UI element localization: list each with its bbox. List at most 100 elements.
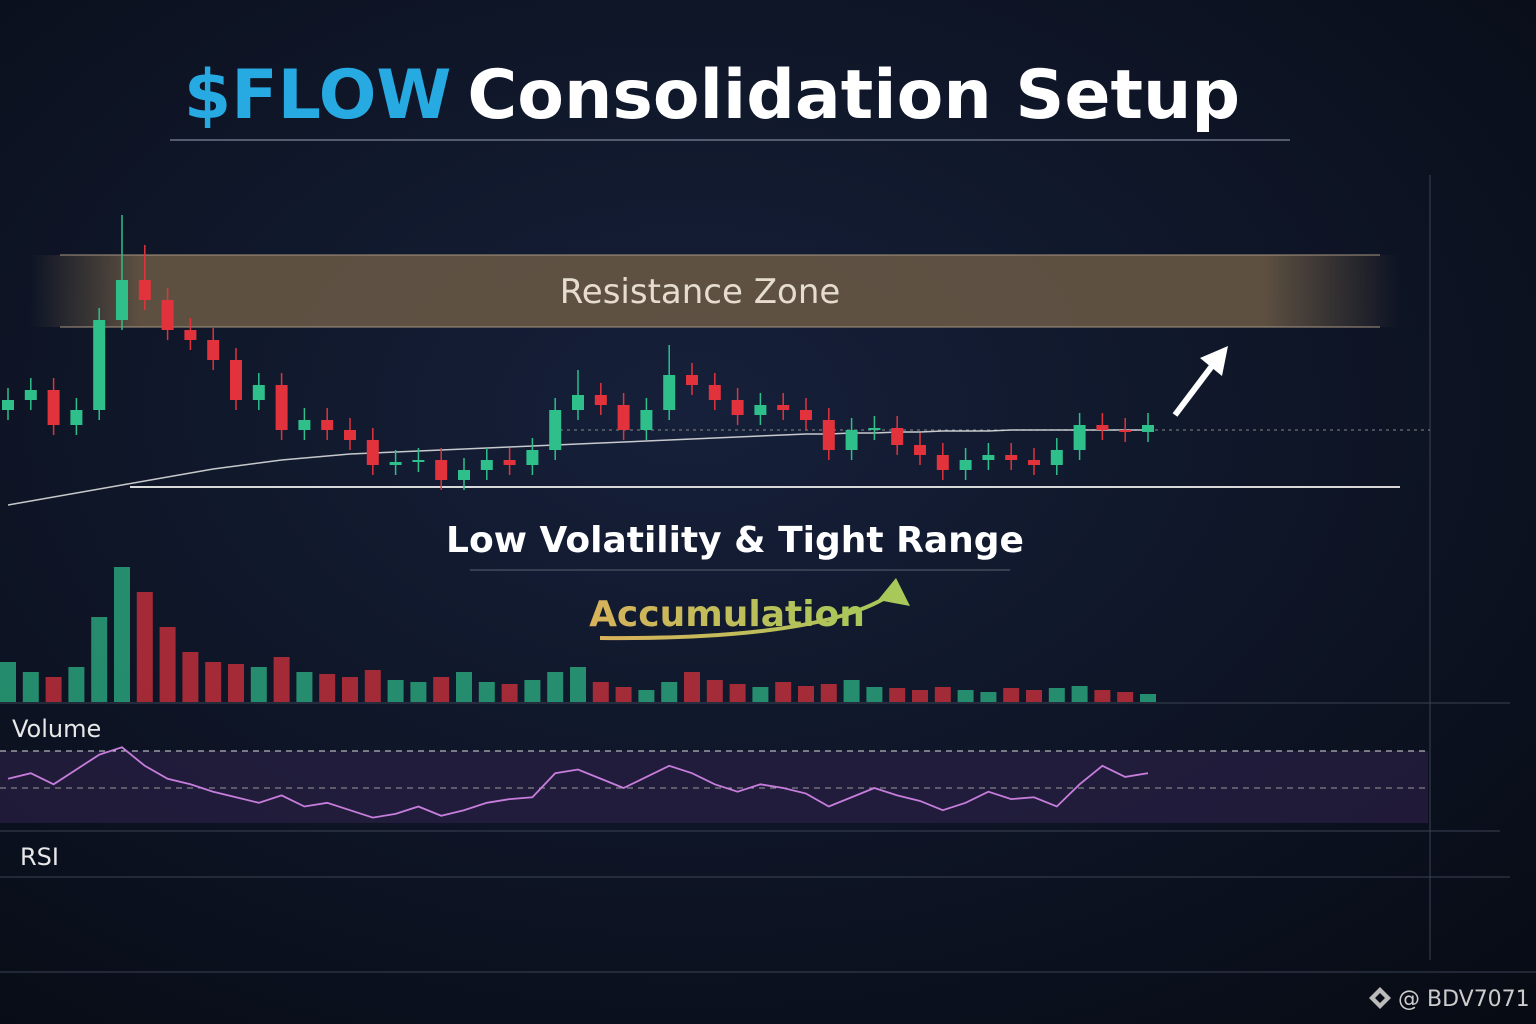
candle-body: [275, 385, 288, 430]
volume-bar: [524, 680, 541, 702]
volume-bar: [775, 682, 792, 702]
range-label: Low Volatility & Tight Range: [446, 520, 1024, 561]
candle-body: [70, 410, 83, 425]
volume-label: Volume: [12, 715, 101, 743]
volume-bar: [934, 687, 951, 702]
candle-body: [686, 375, 698, 385]
volume-bar: [205, 662, 222, 702]
volume-bar: [159, 627, 176, 702]
volume-bar: [843, 680, 860, 702]
volume-bar: [820, 684, 837, 702]
volume-bar: [91, 617, 108, 702]
watermark: @ BDV7071: [1398, 987, 1530, 1012]
candle-body: [526, 450, 539, 465]
volume-bar: [22, 672, 39, 702]
volume-bar: [250, 667, 267, 702]
candle-body: [321, 420, 334, 430]
candle-body: [640, 410, 653, 430]
candle-body: [116, 280, 128, 320]
candle-body: [549, 410, 562, 450]
volume-bar: [136, 592, 153, 702]
volume-bar: [364, 670, 381, 702]
volume-bar: [615, 687, 632, 702]
breakout-arrow: [1172, 356, 1221, 417]
breakout-arrowhead: [1200, 346, 1228, 376]
accumulation-arrowhead: [878, 578, 910, 606]
volume-bar: [684, 672, 700, 702]
candle-body: [93, 320, 106, 410]
candle-body: [708, 385, 721, 400]
candle-body: [731, 400, 744, 415]
volume-bar: [296, 672, 313, 702]
rsi-line: [7, 746, 1149, 819]
candle-body: [389, 462, 402, 465]
volume-bar: [456, 672, 472, 702]
moving-average: [7, 429, 1148, 506]
volume-bar: [1140, 694, 1156, 702]
volume-bar: [342, 677, 358, 702]
volume-bar: [592, 682, 609, 702]
volume-bar: [319, 674, 336, 702]
volume-bar: [547, 672, 564, 702]
volume-bar: [501, 684, 518, 702]
candle-body: [982, 455, 995, 460]
candle-body: [800, 410, 812, 420]
candle-body: [47, 390, 60, 425]
volume-bar: [114, 567, 130, 702]
volume-bar: [1071, 686, 1088, 702]
candle-body: [138, 280, 151, 300]
watermark-logo: [1369, 987, 1391, 1009]
candle-body: [1050, 450, 1063, 465]
candle-body: [617, 405, 630, 430]
candle-body: [777, 405, 790, 410]
candle-body: [822, 420, 835, 450]
volume-bar: [228, 664, 244, 702]
title-ticker: $FLOW: [184, 56, 451, 135]
candle-body: [1119, 430, 1132, 432]
volume-bar: [273, 657, 290, 702]
volume-bar: [798, 686, 814, 702]
accumulation-label: Accumulation: [589, 594, 865, 635]
candle-body: [344, 430, 356, 440]
candle-body: [503, 460, 516, 465]
candle-body: [412, 460, 425, 462]
candle-body: [1096, 425, 1109, 430]
volume-bar: [1117, 692, 1134, 702]
candle-body: [1005, 455, 1018, 460]
candle-body: [891, 428, 904, 445]
volume-bar: [661, 682, 678, 702]
volume-bar: [68, 667, 85, 702]
volume-bar: [1026, 690, 1042, 702]
candle-body: [24, 390, 37, 400]
candle-body: [914, 445, 926, 455]
candle-body: [1028, 460, 1040, 465]
candle-body: [936, 455, 949, 470]
candle-body: [572, 395, 584, 410]
candle-body: [868, 428, 881, 430]
candle-body: [2, 400, 14, 410]
volume-bar: [706, 680, 723, 702]
candle-body: [458, 470, 470, 480]
title-text: Consolidation Setup: [467, 56, 1240, 135]
candle-body: [959, 460, 972, 470]
candle-body: [161, 300, 174, 330]
volume-bar: [182, 652, 199, 702]
candle-body: [207, 340, 220, 360]
candle-body: [663, 375, 676, 410]
candle-body: [435, 460, 448, 480]
volume-bar: [410, 682, 427, 702]
candle-body: [1073, 425, 1086, 450]
candle-body: [298, 420, 311, 430]
candle-body: [252, 385, 265, 400]
volume-bar: [45, 677, 62, 702]
candle-body: [480, 460, 493, 470]
candle-body: [845, 430, 858, 450]
volume-bar: [0, 662, 16, 702]
rsi-label: RSI: [20, 843, 59, 871]
volume-bar: [638, 690, 655, 702]
candle-body: [754, 405, 767, 415]
candle-body: [594, 395, 607, 405]
